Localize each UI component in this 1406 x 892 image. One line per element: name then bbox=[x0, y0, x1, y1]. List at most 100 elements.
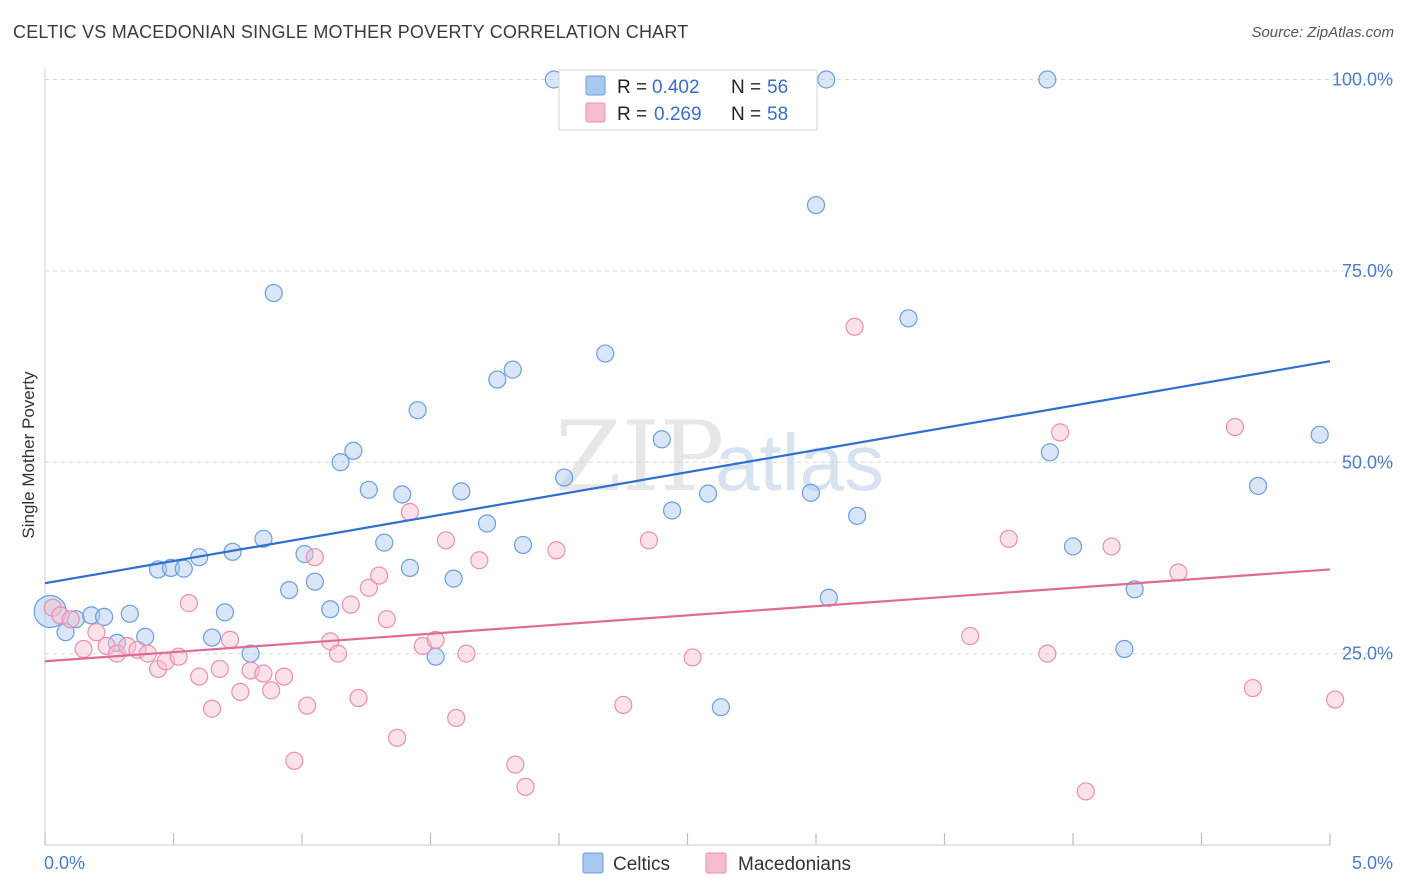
point-celtics bbox=[1038, 70, 1057, 89]
point-macedonians bbox=[97, 636, 116, 656]
x-tick-label: 0.0% bbox=[44, 853, 85, 873]
point-macedonians bbox=[349, 688, 368, 708]
point-macedonians bbox=[1225, 417, 1245, 437]
point-celtics bbox=[477, 514, 497, 533]
point-celtics bbox=[95, 607, 114, 626]
axes bbox=[44, 68, 1331, 846]
point-macedonians bbox=[447, 708, 466, 728]
point-macedonians bbox=[506, 755, 525, 774]
point-celtics bbox=[819, 588, 838, 607]
point-celtics bbox=[662, 501, 682, 520]
point-macedonians bbox=[285, 751, 304, 770]
point-celtics bbox=[711, 698, 731, 717]
point-macedonians bbox=[179, 594, 199, 613]
point-macedonians bbox=[377, 610, 396, 629]
point-celtics bbox=[1040, 443, 1059, 462]
point-celtics bbox=[848, 506, 867, 525]
point-celtics bbox=[1125, 580, 1144, 599]
point-celtics bbox=[174, 559, 193, 578]
point-celtics bbox=[375, 533, 394, 552]
point-celtics bbox=[66, 610, 85, 629]
bottom-legend: Celtics Macedonians bbox=[582, 852, 851, 875]
point-celtics bbox=[305, 572, 324, 591]
point-macedonians bbox=[107, 644, 127, 663]
point-celtics bbox=[596, 344, 615, 363]
point-celtics bbox=[295, 545, 314, 564]
point-celtics bbox=[1063, 537, 1083, 556]
point-macedonians bbox=[639, 531, 659, 550]
point-macedonians bbox=[43, 598, 62, 617]
point-celtics bbox=[344, 441, 363, 460]
legend-n-value-2: 58 bbox=[767, 104, 788, 125]
trend-line-celtics bbox=[44, 360, 1331, 585]
point-macedonians bbox=[1102, 537, 1121, 556]
point-macedonians bbox=[254, 664, 273, 683]
point-celtics bbox=[321, 600, 340, 619]
point-macedonians bbox=[1076, 782, 1095, 801]
point-celtics bbox=[408, 401, 427, 420]
point-macedonians bbox=[74, 639, 93, 659]
point-macedonians bbox=[274, 667, 294, 686]
point-macedonians bbox=[961, 626, 980, 646]
point-macedonians bbox=[262, 681, 281, 700]
point-macedonians bbox=[231, 682, 250, 702]
point-macedonians bbox=[470, 551, 489, 570]
point-celtics bbox=[513, 535, 533, 555]
watermark-zip: ZIP bbox=[555, 401, 724, 513]
legend-r-label-2: R = bbox=[617, 104, 647, 125]
point-macedonians bbox=[436, 531, 456, 550]
series-celtics bbox=[33, 70, 1329, 717]
point-macedonians bbox=[516, 777, 535, 796]
y-tick-label: 25.0% bbox=[1342, 644, 1393, 664]
point-celtics bbox=[817, 70, 836, 89]
point-macedonians bbox=[1038, 644, 1057, 663]
point-celtics bbox=[264, 283, 283, 303]
point-macedonians bbox=[87, 623, 106, 642]
point-macedonians bbox=[1243, 678, 1263, 698]
legend-r-label-1: R = bbox=[617, 77, 647, 98]
bottom-legend-macedonians: Macedonians bbox=[738, 854, 851, 875]
point-macedonians bbox=[220, 630, 240, 649]
point-macedonians bbox=[298, 696, 317, 715]
point-macedonians bbox=[614, 695, 633, 715]
point-celtics bbox=[161, 558, 181, 577]
y-tick-label: 75.0% bbox=[1342, 261, 1393, 281]
point-macedonians bbox=[61, 610, 80, 629]
point-macedonians bbox=[400, 502, 420, 522]
source-credit: Source: ZipAtlas.com bbox=[1251, 24, 1394, 41]
point-celtics bbox=[107, 633, 127, 653]
point-macedonians bbox=[359, 578, 378, 597]
point-macedonians bbox=[547, 541, 566, 560]
point-macedonians bbox=[202, 699, 222, 718]
legend-r-value-1: 0.402 bbox=[652, 77, 700, 98]
trend-lines bbox=[44, 360, 1331, 663]
point-celtics bbox=[359, 480, 378, 499]
point-celtics bbox=[120, 604, 139, 623]
trend-line-macedonians bbox=[44, 568, 1331, 663]
legend-r-value-2: 0.269 bbox=[654, 104, 702, 125]
point-macedonians bbox=[999, 529, 1018, 548]
point-celtics bbox=[280, 580, 299, 600]
y-tick-label: 100.0% bbox=[1332, 70, 1393, 90]
point-celtics bbox=[1248, 476, 1268, 496]
point-macedonians bbox=[370, 566, 389, 585]
point-macedonians bbox=[51, 606, 70, 625]
point-macedonians bbox=[341, 595, 360, 614]
point-macedonians bbox=[683, 648, 702, 667]
legend-n-label-1: N = bbox=[731, 77, 761, 98]
point-celtics bbox=[254, 529, 273, 548]
point-celtics bbox=[801, 483, 820, 502]
watermark: ZIP atlas bbox=[555, 401, 884, 513]
point-celtics bbox=[652, 430, 671, 449]
point-macedonians bbox=[1051, 423, 1070, 442]
legend-n-label-2: N = bbox=[731, 104, 761, 125]
point-celtics bbox=[400, 558, 420, 577]
legend-n-value-1: 56 bbox=[767, 77, 788, 98]
y-tick-label: 50.0% bbox=[1342, 452, 1393, 472]
chart-title: CELTIC VS MACEDONIAN SINGLE MOTHER POVER… bbox=[13, 22, 689, 42]
tick-labels: 25.0% 50.0% 75.0% 100.0% 0.0% 5.0% bbox=[44, 70, 1393, 874]
point-celtics bbox=[215, 603, 234, 622]
legend-swatch-celtics bbox=[585, 75, 606, 96]
bottom-legend-swatch-macedonians bbox=[705, 852, 727, 874]
